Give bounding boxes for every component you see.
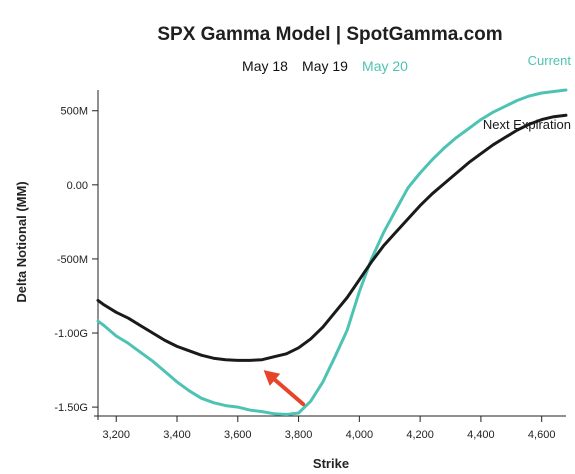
- y-axis-title: Delta Notional (MM): [14, 181, 29, 302]
- y-tick-label: 500M: [60, 106, 88, 118]
- y-axis: -1.50G -1.00G -500M 0.00 500M: [54, 90, 99, 420]
- x-tick-label: 3,400: [163, 429, 191, 441]
- series-lines: [96, 88, 568, 416]
- series-label-next-expiration: Next Expiration: [483, 117, 571, 132]
- y-tick-label: 0.00: [67, 180, 88, 192]
- legend-date-2[interactable]: May 20: [362, 58, 408, 74]
- y-tick-label: -500M: [57, 254, 88, 266]
- y-tick-label: -1.00G: [54, 328, 88, 340]
- x-tick-label: 3,600: [224, 429, 252, 441]
- x-tick-label: 3,200: [102, 429, 130, 441]
- annotation-arrow: [263, 370, 306, 407]
- x-tick-label: 3,800: [285, 429, 313, 441]
- x-tick-label: 4,600: [528, 429, 556, 441]
- series-label-current: Current: [528, 53, 572, 68]
- x-axis: 3,200 3,400 3,600 3,800 4,000 4,200 4,400 4,600: [94, 415, 566, 441]
- y-tick-label: -1.50G: [54, 402, 88, 414]
- x-tick-label: 4,400: [467, 429, 495, 441]
- series-line-current: [96, 88, 568, 416]
- legend-date-1[interactable]: May 19: [302, 58, 348, 74]
- legend-date-0[interactable]: May 18: [242, 58, 288, 74]
- x-tick-label: 4,000: [346, 429, 374, 441]
- x-tick-label: 4,200: [406, 429, 434, 441]
- arrow-shaft: [272, 377, 306, 407]
- x-axis-title: Strike: [313, 456, 349, 471]
- arrow-head: [263, 370, 281, 386]
- series-line-next-expiration: [96, 113, 568, 362]
- chart-title: SPX Gamma Model | SpotGamma.com: [157, 24, 502, 45]
- legend-dates: May 18 May 19 May 20: [242, 58, 408, 74]
